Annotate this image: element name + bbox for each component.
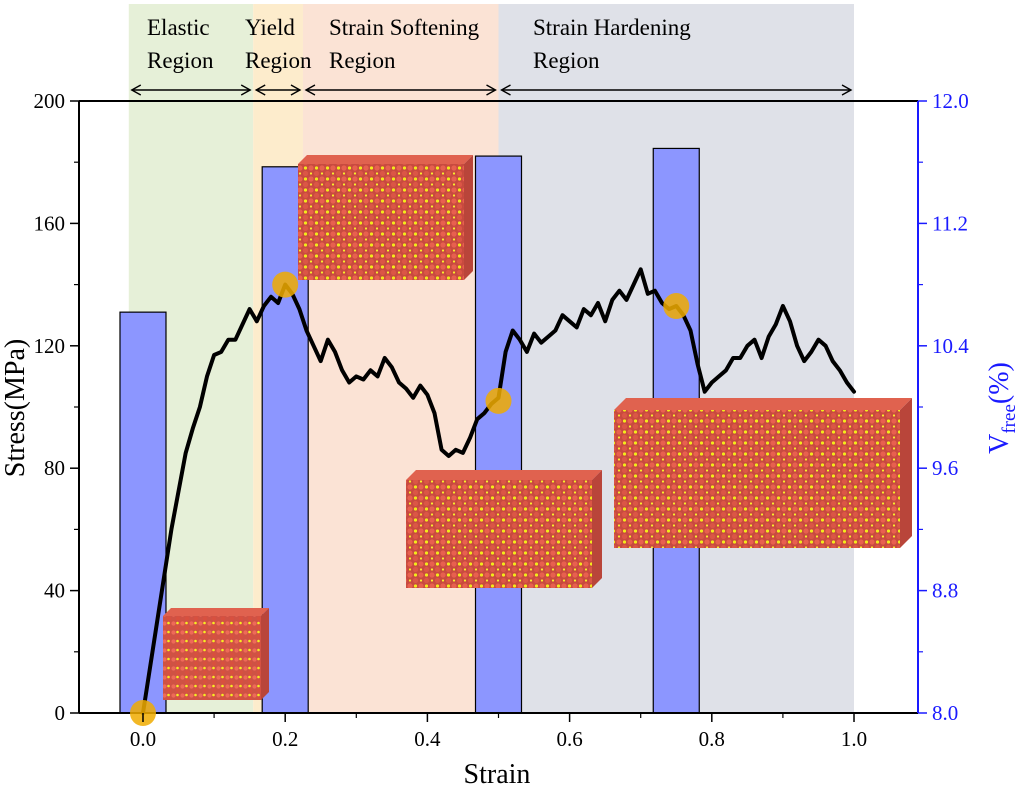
regions: [128, 4, 855, 713]
y-left-tick-label-0: 0: [55, 701, 66, 725]
x-tick-label-0: 0.0: [130, 727, 156, 751]
y-axis-left: 0 40 80 120 160 200: [34, 89, 79, 725]
region-arrowhead-left-3: [500, 84, 511, 96]
marker-2: [485, 387, 512, 414]
y-right-tick-label-2: 9.6: [932, 456, 958, 480]
snapshot-yield-front: [298, 164, 464, 280]
snapshot-yield-side: [464, 155, 473, 280]
bar-0: [119, 311, 167, 714]
region-arrowhead-right-2: [486, 84, 497, 96]
snapshot-elastic-front: [163, 616, 261, 700]
y-axis-label-right: Vfree(%): [984, 362, 1020, 454]
bars: [119, 147, 700, 714]
snapshot-softening-top: [406, 470, 602, 480]
y-axis-label-right-suffix: (%): [984, 362, 1015, 404]
snapshot-yield-top: [298, 155, 473, 164]
y-axis-label-right-main: V: [984, 434, 1015, 454]
region-arrowhead-right-0: [240, 84, 252, 96]
y-left-tick-label-4: 160: [34, 211, 66, 235]
y-left-tick-label-3: 120: [34, 334, 66, 358]
y-right-tick-label-3: 10.4: [932, 334, 969, 358]
snapshot-softening: [406, 470, 602, 588]
region-arrowhead-left-2: [304, 84, 316, 96]
region-label-3-line2: Region: [533, 48, 600, 73]
y-axis-right: 8.0 8.8 9.6 10.4 11.2 12.0: [918, 89, 969, 725]
region-band-2: [302, 4, 499, 713]
bar-2: [474, 155, 523, 714]
x-axis-label: Strain: [464, 759, 531, 790]
snapshot-softening-front: [406, 480, 592, 588]
y-axis-label-right-sub: free: [999, 404, 1020, 434]
snapshot-elastic-top: [163, 608, 269, 616]
x-tick-label-4: 0.8: [699, 727, 725, 751]
x-tick-label-3: 0.6: [556, 727, 582, 751]
y-axis-label-left: Stress(MPa): [0, 339, 31, 477]
region-label-0-line1: Elastic: [147, 15, 210, 40]
marker-1: [272, 271, 299, 298]
y-left-tick-label-2: 80: [44, 456, 65, 480]
y-left-tick-label-1: 40: [44, 579, 65, 603]
region-arrowhead-right-1: [290, 84, 302, 96]
y-right-tick-label-0: 8.0: [932, 701, 958, 725]
region-label-1-line2: Region: [245, 48, 312, 73]
region-arrowhead-left-1: [254, 84, 266, 96]
snapshot-elastic-side: [261, 608, 269, 700]
snapshot-hardening-top: [614, 398, 912, 410]
region-labels: Elastic Region Yield Region Strain Softening…: [130, 15, 853, 96]
x-axis: 0.0 0.2 0.4 0.6 0.8 1.0: [130, 713, 867, 751]
x-tick-label-5: 1.0: [841, 727, 867, 751]
x-tick-label-2: 0.4: [414, 727, 441, 751]
snapshot-hardening-side: [900, 398, 912, 548]
region-label-3-line1: Strain Hardening: [533, 15, 691, 40]
x-tick-label-1: 0.2: [272, 727, 298, 751]
region-arrowhead-right-3: [841, 84, 853, 96]
region-label-0-line2: Region: [147, 48, 214, 73]
snapshot-elastic: [163, 608, 269, 700]
snapshot-softening-side: [592, 470, 602, 588]
atomic-snapshots: [163, 155, 912, 700]
snapshot-hardening-front: [614, 410, 900, 548]
region-arrowhead-left-0: [130, 84, 142, 96]
region-label-2-line2: Region: [329, 48, 396, 73]
marker-3: [663, 293, 690, 320]
stress-strain-layer: [141, 267, 856, 715]
y-right-tick-label-5: 12.0: [932, 89, 969, 113]
stress-strain-line: [141, 267, 856, 715]
snapshot-yield: [298, 155, 473, 280]
snapshot-hardening: [614, 398, 912, 548]
y-right-tick-label-1: 8.8: [932, 579, 958, 603]
y-right-tick-label-4: 11.2: [932, 211, 968, 235]
region-label-1-line1: Yield: [245, 15, 295, 40]
region-label-2-line1: Strain Softening: [329, 15, 480, 40]
y-left-tick-label-5: 200: [34, 89, 66, 113]
